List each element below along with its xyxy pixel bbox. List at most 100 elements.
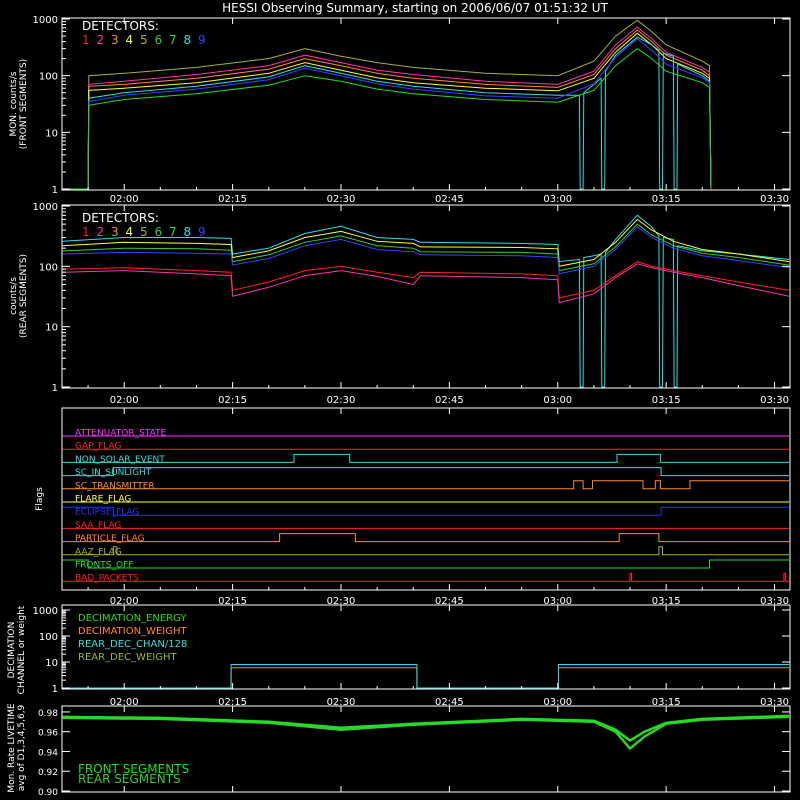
front-series-line [62, 32, 712, 190]
flag-label: ATTENUATOR_STATE [75, 429, 167, 439]
figure-title: HESSI Observing Summary, starting on 200… [222, 1, 608, 15]
livetime-panel-frame [61, 705, 791, 793]
decimation-ytick-label: 10 [45, 658, 58, 669]
decimation-panel-frame [61, 604, 791, 690]
flag-label: GAP_FLAG [75, 442, 121, 452]
front-legend-number: 6 [155, 33, 163, 47]
rear-ytick-label: 100 [39, 262, 58, 273]
front-ytick-label: 10 [45, 128, 58, 139]
flag-line [62, 572, 789, 582]
decimation-xtick-label: 03:30 [760, 697, 789, 708]
flag-line [62, 467, 789, 477]
rear-xtick-label: 02:30 [327, 395, 356, 406]
rear-xtick-label: 02:00 [110, 395, 139, 406]
rear-ytick-label: 10 [45, 323, 58, 334]
livetime-ylabel-line2: avg of D1,3,4,5,6,9 [17, 704, 27, 791]
rear-ytick-label: 1000 [33, 202, 58, 213]
front-series-line [62, 19, 712, 190]
rear-series-line [62, 226, 790, 275]
rear-segments-panel: 1 10 100 1000 02:00 02:15 02:30 02:45 03:00 03:1… [9, 202, 791, 406]
flag-line [62, 506, 789, 516]
livetime-series-group [62, 714, 790, 751]
front-panel-frame [61, 17, 791, 191]
livetime-legend-label: REAR SEGMENTS [78, 772, 181, 786]
flag-label: FLARE_FLAG [75, 495, 131, 505]
decimation-yticks: 1 10 100 1000 [33, 606, 790, 695]
front-ytick-label: 100 [39, 72, 58, 83]
rear-yticks: 1 10 100 1000 [33, 202, 790, 394]
rear-series-line [62, 263, 790, 304]
front-xticks: 02:00 02:15 02:30 02:45 03:00 03:15 03:30 [87, 18, 789, 205]
flag-label: BAD_PACKETS [75, 574, 139, 584]
rear-legend-number: 2 [97, 225, 105, 239]
front-ylabel-line1: MON. counts/s [9, 71, 19, 136]
decimation-panel: 1 10 100 1000 02:00 02:15 02:30 02:45 03:00 03:1… [7, 604, 791, 708]
front-legend-number: 7 [169, 33, 177, 47]
flags-ylabel: Flags [35, 487, 45, 511]
flags-xtick-label: 03:30 [760, 596, 789, 607]
rear-xtick-label: 03:00 [543, 395, 572, 406]
livetime-legend-label: FRONT SEGMENTS [78, 762, 189, 776]
flags-xtick-label: 02:45 [435, 596, 464, 607]
front-xtick-label: 02:45 [435, 194, 464, 205]
front-series-line [62, 47, 712, 190]
rear-xtick-label: 02:15 [218, 395, 247, 406]
flag-label: AAZ_FLAG [75, 547, 122, 557]
front-xtick-label: 02:00 [110, 194, 139, 205]
front-legend-number: 1 [82, 33, 90, 47]
flag-label: SC_TRANSMITTER [75, 481, 155, 491]
front-xtick-label: 03:30 [760, 194, 789, 205]
flag-line [62, 480, 789, 490]
rear-xtick-label: 03:30 [760, 395, 789, 406]
front-xtick-label: 02:15 [218, 194, 247, 205]
decimation-xticks: 02:00 02:15 02:30 02:45 03:00 03:15 03:30 [87, 605, 789, 708]
front-legend-title: DETECTORS: [82, 19, 159, 33]
rear-xtick-label: 03:15 [652, 395, 681, 406]
flags-panel-frame [61, 407, 791, 591]
flag-line [62, 546, 789, 556]
flag-label: PARTICLE_FLAG [75, 534, 145, 544]
decimation-legend-label: DECIMATION_WEIGHT [78, 626, 187, 637]
rear-legend-title: DETECTORS: [82, 211, 159, 225]
decimation-series-group [62, 664, 789, 689]
rear-legend-number: 3 [111, 225, 119, 239]
rear-legend-number: 9 [198, 225, 206, 239]
decimation-ytick-label: 100 [39, 632, 58, 643]
front-legend-number: 4 [126, 33, 134, 47]
livetime-ytick-label: 0.94 [38, 748, 58, 758]
front-series-line [62, 36, 712, 190]
decimation-legend-label: REAR_DEC_CHAN/128 [78, 639, 187, 650]
flags-xtick-label: 02:00 [110, 596, 139, 607]
decimation-xtick-label: 02:30 [327, 697, 356, 708]
decimation-xtick-label: 02:15 [218, 697, 247, 708]
decimation-ylabel-line2: CHANNEL or weight [17, 605, 27, 694]
rear-legend-number: 1 [82, 225, 90, 239]
livetime-ytick-label: 0.98 [38, 709, 58, 719]
front-ytick-label: 1000 [33, 15, 58, 26]
rear-ylabel-line1: counts/s [9, 277, 19, 315]
decimation-legend: DECIMATION_ENERGY DECIMATION_WEIGHT REAR_D… [78, 613, 187, 663]
rear-series-line [62, 214, 790, 388]
flag-line [62, 559, 789, 569]
decimation-ylabel-line1: DECIMATION [7, 622, 17, 679]
decimation-series-line [62, 664, 789, 689]
rear-legend-number: 8 [184, 225, 192, 239]
decimation-ytick-label: 1000 [33, 606, 58, 617]
livetime-series-line [62, 714, 790, 743]
rear-ytick-label: 1 [52, 383, 58, 394]
front-legend-number: 9 [198, 33, 206, 47]
livetime-yticks: 0.90 0.92 0.94 0.96 0.98 [38, 706, 790, 798]
flag-line [62, 453, 789, 463]
front-xtick-label: 02:30 [327, 194, 356, 205]
decimation-xtick-label: 03:15 [652, 697, 681, 708]
rear-legend-number: 6 [155, 225, 163, 239]
flags-xtick-label: 03:00 [543, 596, 572, 607]
flags-xtick-label: 02:30 [327, 596, 356, 607]
front-legend-number: 8 [184, 33, 192, 47]
front-xtick-label: 03:15 [652, 194, 681, 205]
front-ytick-label: 1 [52, 185, 58, 196]
rear-legend-number: 7 [169, 225, 177, 239]
flags-xtick-label: 02:15 [218, 596, 247, 607]
